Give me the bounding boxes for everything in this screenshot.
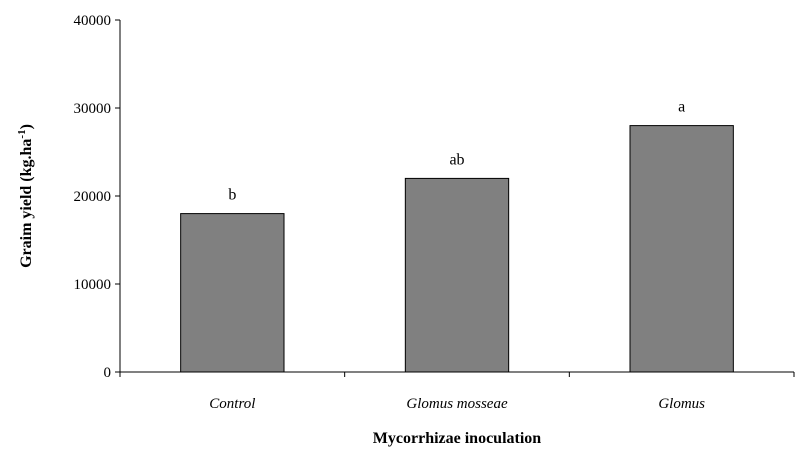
y-axis-title-superscript: -1 xyxy=(16,129,28,138)
bar xyxy=(629,125,734,373)
category-label: Control xyxy=(209,396,255,412)
bars xyxy=(180,125,734,373)
y-tick-label: 30000 xyxy=(74,101,112,117)
category-labels: Control Glomus mosseae Glomus xyxy=(209,396,705,412)
bar xyxy=(180,213,285,373)
bar-data-label: b xyxy=(228,187,236,204)
y-axis-title-close: ) xyxy=(18,124,35,129)
bar-data-label: ab xyxy=(449,151,464,168)
y-axis-title: Graim yield (kg.ha-1) xyxy=(16,124,35,268)
y-axis-title-main: Graim yield (kg.ha xyxy=(18,139,35,268)
y-tick-label: 10000 xyxy=(74,277,112,293)
bar-data-label: a xyxy=(678,99,685,116)
bar xyxy=(404,177,510,373)
y-tick-label: 0 xyxy=(104,365,112,381)
x-axis-title: Mycorrhizae inoculation xyxy=(373,430,542,447)
category-label: Glomus xyxy=(658,396,705,412)
y-tick-label: 40000 xyxy=(74,13,112,29)
x-axis-ticks xyxy=(119,372,795,377)
y-tick-label: 20000 xyxy=(74,189,112,205)
y-axis-ticks: 0 10000 20000 30000 40000 xyxy=(74,13,120,381)
category-label: Glomus mosseae xyxy=(406,396,508,412)
data-labels: b ab a xyxy=(228,99,685,204)
